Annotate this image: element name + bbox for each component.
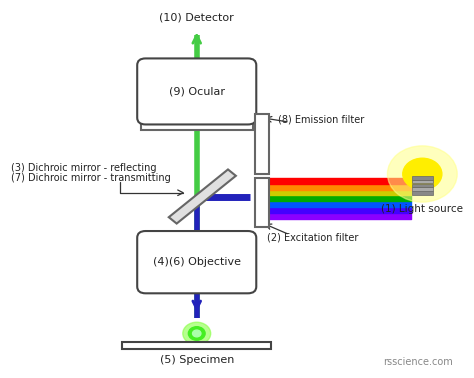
Text: (2) Excitation filter: (2) Excitation filter: [266, 233, 358, 243]
Text: (3) Dichroic mirror - reflecting: (3) Dichroic mirror - reflecting: [11, 163, 156, 174]
Bar: [412, 176, 433, 180]
Text: (4)(6) Objective: (4)(6) Objective: [153, 257, 241, 267]
Text: (9) Ocular: (9) Ocular: [169, 87, 225, 96]
Circle shape: [188, 327, 205, 340]
Text: (1) Light source: (1) Light source: [381, 204, 463, 214]
Bar: [141, 121, 253, 130]
Text: (8) Emission filter: (8) Emission filter: [278, 115, 365, 125]
Circle shape: [403, 158, 442, 190]
Circle shape: [387, 146, 457, 202]
Bar: [122, 342, 271, 349]
Bar: [412, 191, 433, 195]
Circle shape: [192, 330, 201, 337]
Polygon shape: [169, 169, 236, 223]
Text: (5) Specimen: (5) Specimen: [160, 355, 234, 365]
Text: (10) Detector: (10) Detector: [159, 12, 234, 22]
Text: (7) Dichroic mirror - transmitting: (7) Dichroic mirror - transmitting: [11, 173, 171, 183]
Bar: [255, 114, 269, 174]
Circle shape: [183, 322, 211, 345]
Bar: [412, 180, 433, 183]
Bar: [412, 187, 433, 191]
Text: rsscience.com: rsscience.com: [383, 357, 453, 367]
FancyBboxPatch shape: [137, 231, 256, 293]
Bar: [255, 178, 269, 226]
Bar: [412, 184, 433, 187]
FancyBboxPatch shape: [137, 59, 256, 124]
